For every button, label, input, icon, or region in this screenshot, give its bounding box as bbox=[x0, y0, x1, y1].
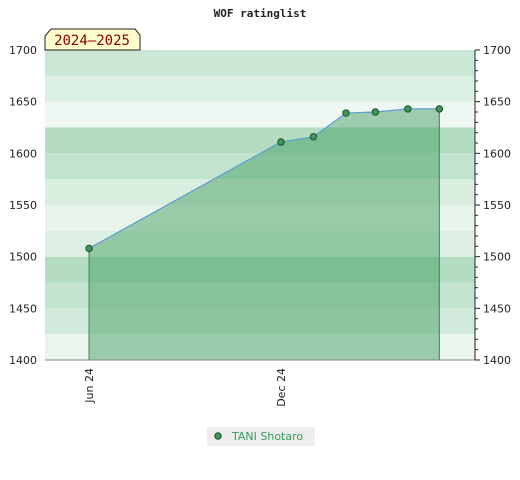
y-tick-left: 1650 bbox=[9, 96, 37, 109]
y-tick-right: 1700 bbox=[483, 44, 511, 57]
area-fill bbox=[89, 108, 440, 361]
band-1600 bbox=[45, 127, 475, 154]
y-tick-left: 1400 bbox=[9, 354, 37, 367]
y-tick-right: 1600 bbox=[483, 147, 511, 160]
y-tick-left: 1700 bbox=[9, 44, 37, 57]
y-tick-right: 1550 bbox=[483, 199, 511, 212]
band-1450 bbox=[45, 282, 475, 309]
band-1675 bbox=[45, 50, 475, 76]
band-1625 bbox=[45, 101, 475, 128]
band-1475 bbox=[45, 256, 475, 283]
data-point bbox=[85, 244, 93, 253]
legend-marker bbox=[214, 432, 222, 440]
data-points bbox=[85, 105, 444, 253]
x-tick-label: Dec 24 bbox=[275, 368, 288, 407]
band-1550 bbox=[45, 179, 475, 205]
y-tick-left: 1550 bbox=[9, 199, 37, 212]
y-tick-left: 1500 bbox=[9, 251, 37, 264]
y-tick-right: 1500 bbox=[483, 251, 511, 264]
background-bands bbox=[45, 50, 475, 360]
band-1400 bbox=[45, 334, 475, 360]
season-badge: 2024–2025 bbox=[44, 28, 141, 51]
data-point bbox=[404, 105, 412, 113]
band-1525 bbox=[45, 205, 475, 231]
band-1425 bbox=[45, 308, 475, 335]
data-point bbox=[342, 109, 350, 117]
data-point bbox=[371, 108, 380, 116]
data-point bbox=[277, 138, 285, 146]
x-tick-label: Jun 24 bbox=[83, 368, 96, 404]
y-tick-right: 1650 bbox=[483, 96, 511, 109]
data-point bbox=[309, 133, 318, 141]
legend-label: TANI Shotaro bbox=[231, 430, 303, 443]
y-tick-right: 1400 bbox=[483, 354, 511, 367]
y-tick-right: 1450 bbox=[483, 302, 511, 315]
season-label: 2024–2025 bbox=[54, 33, 130, 49]
data-point bbox=[435, 105, 444, 113]
axes: 1400 1400 1450 1450 1500 1500 1550 1550 1600 1600… bbox=[9, 44, 511, 407]
band-1650 bbox=[45, 75, 475, 102]
band-1500 bbox=[45, 230, 475, 257]
chart-title: WOF ratinglist bbox=[214, 7, 307, 20]
y-tick-left: 1600 bbox=[9, 147, 37, 160]
y-tick-left: 1450 bbox=[9, 302, 37, 315]
legend: TANI Shotaro bbox=[207, 427, 315, 446]
band-1575 bbox=[45, 153, 475, 180]
